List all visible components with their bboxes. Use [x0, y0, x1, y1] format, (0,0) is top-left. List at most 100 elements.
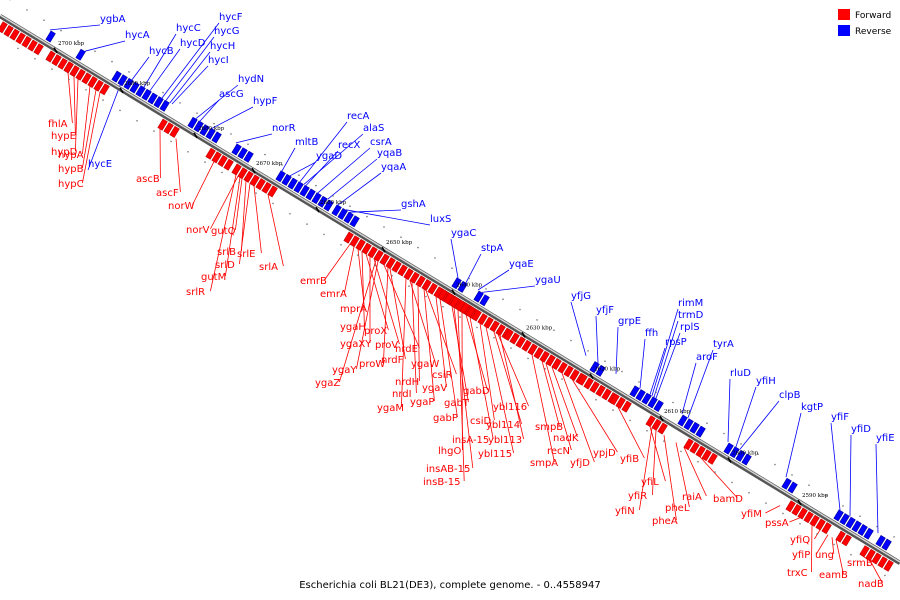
scale-dot — [289, 213, 291, 215]
gene-label: ung — [815, 550, 834, 561]
scale-dot — [672, 401, 674, 404]
reverse-gene-block — [343, 211, 354, 224]
scale-tick — [53, 47, 58, 54]
scale-dot — [527, 357, 529, 360]
scale-dot — [102, 99, 104, 101]
scale-dot — [587, 350, 589, 352]
label-leader-line — [423, 289, 435, 402]
forward-gene-block — [701, 449, 712, 462]
label-leader-line — [73, 76, 76, 136]
gene-label: proW — [359, 359, 385, 370]
reverse-gene-block — [317, 195, 328, 208]
scale-dot — [315, 184, 317, 187]
gene-label: yfiF — [831, 412, 849, 423]
forward-gene-block — [99, 83, 110, 96]
gene-label: yfiR — [628, 491, 647, 502]
reverse-gene-block — [735, 449, 746, 462]
reverse-gene-block — [311, 192, 322, 205]
gene-label: pssA — [765, 518, 789, 529]
scale-dot — [111, 60, 113, 63]
scale-dot — [264, 153, 266, 156]
scale-dot — [578, 388, 580, 391]
reverse-gene-block — [741, 453, 752, 466]
gene-label: srlR — [186, 287, 205, 298]
gene-label: ygaD — [316, 151, 342, 162]
gene-label: hypF — [253, 96, 278, 107]
reverse-gene-block — [275, 170, 286, 183]
scale-dot — [876, 525, 878, 528]
label-leader-line — [84, 40, 126, 52]
label-leader-line — [383, 264, 420, 349]
scale-dot — [485, 288, 487, 290]
forward-gene-block — [373, 249, 384, 262]
forward-gene-block — [33, 43, 44, 56]
forward-gene-block — [437, 288, 448, 301]
forward-gene-block — [551, 358, 562, 370]
label-leader-line — [192, 161, 215, 206]
scale-ticks: 2700 kbp 2690 kbp 2680 kbp 2670 kbp 2660 kbp… — [53, 41, 829, 506]
forward-gene-block — [21, 35, 32, 48]
scale-dot — [459, 316, 461, 318]
forward-gene-block — [521, 339, 532, 352]
label-leader-line — [453, 307, 474, 469]
label-leader-line — [82, 86, 91, 155]
forward-gene-block — [533, 347, 544, 360]
reverse-gene-block — [305, 188, 316, 201]
label-leader-line — [595, 315, 599, 364]
gene-label: nrdF — [381, 355, 404, 366]
gene-label: ybl114 — [486, 420, 520, 431]
scale-tick — [797, 499, 802, 506]
gene-label: clpB — [779, 390, 801, 401]
scale-dot — [187, 151, 189, 153]
label-leader-line — [267, 194, 284, 267]
scale-dot — [646, 429, 648, 432]
label-leader-line — [450, 238, 459, 278]
legend-forward-swatch — [838, 9, 850, 20]
label-leader-line — [551, 366, 578, 438]
gene-label: emrA — [320, 289, 347, 300]
scale-tick-label: 2590 kbp — [802, 493, 829, 499]
label-leader-line — [649, 426, 666, 482]
gene-label: hycB — [149, 46, 174, 57]
reverse-gene-block — [689, 421, 700, 434]
forward-gene-block — [223, 158, 234, 171]
scale-dot — [366, 215, 368, 218]
scale-dot — [842, 505, 844, 507]
gene-label: ygaXY — [340, 339, 372, 350]
label-leader-line — [570, 301, 587, 356]
forward-gene-block — [707, 452, 718, 465]
label-leader-line — [82, 89, 97, 169]
gene-label: rplS — [680, 322, 700, 333]
forward-gene-block — [609, 393, 620, 406]
scale-tick-label: 2660 kbp — [320, 200, 347, 206]
gene-label: nrdH — [395, 377, 419, 388]
forward-gene-block — [45, 50, 56, 63]
label-leader-line — [663, 435, 677, 521]
gene-label: ygaP — [410, 397, 434, 408]
label-leader-line — [652, 430, 657, 496]
label-leader-line — [211, 106, 254, 129]
scale-dot — [536, 319, 538, 321]
gene-label: hydN — [238, 74, 264, 85]
scale-tick-label: 2610 kbp — [664, 409, 691, 415]
gene-label: mprA — [340, 304, 367, 315]
reverse-gene-block — [723, 442, 734, 455]
label-leader-line — [225, 177, 241, 277]
scale-tick-label: 2670 kbp — [256, 161, 283, 167]
forward-gene-block — [249, 174, 260, 187]
scale-dot — [714, 471, 716, 473]
forward-gene-block — [0, 21, 8, 34]
scale-dot — [417, 246, 419, 249]
forward-gene-block — [87, 76, 98, 88]
reverse-gene-block — [635, 389, 646, 402]
forward-gene-block — [601, 388, 612, 401]
scale-dot — [306, 223, 308, 225]
forward-gene-block — [695, 445, 706, 458]
forward-gene-block — [689, 441, 700, 454]
scale-tick — [521, 331, 526, 338]
genome-title: Escherichia coli BL21(DE3), complete gen… — [299, 580, 601, 591]
gene-label: nadB — [858, 579, 884, 590]
label-leader-line — [175, 138, 181, 193]
label-leader-line — [171, 65, 209, 105]
label-leader-lines — [49, 22, 883, 584]
